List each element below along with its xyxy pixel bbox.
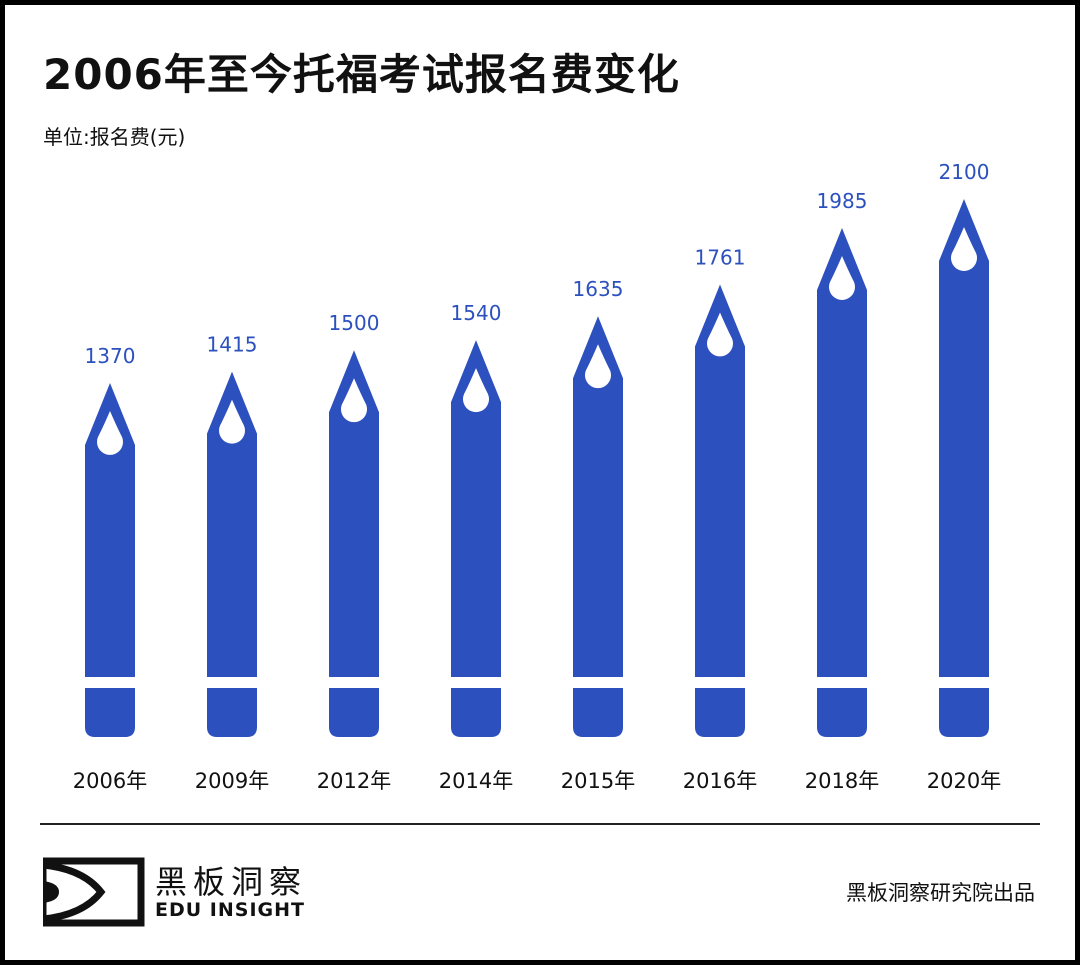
data-label: 1500 (329, 311, 380, 335)
droplet-icon (219, 399, 246, 444)
droplet-icon (585, 344, 611, 389)
pencil-bar (85, 383, 135, 677)
divider (40, 823, 1040, 825)
pencil-bar (817, 228, 867, 677)
data-label: 1635 (573, 277, 624, 301)
droplet-icon (829, 256, 855, 300)
droplet-icon (341, 378, 368, 423)
pencil-bar (939, 199, 989, 678)
x-tick-label: 2020年 (927, 769, 1001, 793)
credit-text: 黑板洞察研究院出品 (846, 881, 1035, 905)
eye-logo-icon (43, 857, 145, 927)
x-tick-label: 2018年 (805, 769, 879, 793)
pencil-eraser (329, 688, 379, 737)
pencil-bar (573, 316, 623, 677)
data-label: 1540 (451, 301, 502, 325)
pencil-bar (329, 350, 379, 677)
x-tick-label: 2014年 (439, 769, 513, 793)
data-label: 1370 (85, 344, 136, 368)
x-tick-label: 2016年 (683, 769, 757, 793)
pencil-eraser (207, 688, 257, 737)
pencil-bar (207, 371, 257, 677)
x-tick-label: 2012年 (317, 769, 391, 793)
pencil-eraser (817, 688, 867, 737)
pencil-bar (451, 340, 501, 677)
pencil-eraser (85, 688, 135, 737)
pencil-eraser (695, 688, 745, 737)
data-label: 1761 (695, 245, 746, 269)
logo-en-text: EDU INSIGHT (155, 899, 305, 921)
x-tick-label: 2006年 (73, 769, 147, 793)
data-label: 1985 (817, 189, 868, 213)
x-tick-label: 2015年 (561, 769, 635, 793)
data-label: 1415 (207, 333, 258, 357)
chart-frame: 2006年至今托福考试报名费变化 单位:报名费(元) 黑板洞察 EDU INSI… (5, 5, 1075, 960)
droplet-icon (951, 227, 977, 271)
logo-cn-text: 黑板洞察 (155, 863, 308, 901)
droplet-icon (707, 312, 734, 357)
data-label: 2100 (939, 160, 990, 184)
x-tick-label: 2009年 (195, 769, 269, 793)
pencil-eraser (573, 688, 623, 737)
droplet-icon (96, 411, 124, 455)
logo: 黑板洞察 EDU INSIGHT (43, 857, 333, 927)
pencil-eraser (939, 688, 989, 737)
chart-title: 2006年至今托福考试报名费变化 (43, 50, 680, 99)
unit-label: 单位:报名费(元) (43, 125, 186, 149)
pencil-eraser (451, 688, 501, 737)
droplet-icon (463, 368, 489, 413)
pencil-bar (695, 284, 745, 677)
